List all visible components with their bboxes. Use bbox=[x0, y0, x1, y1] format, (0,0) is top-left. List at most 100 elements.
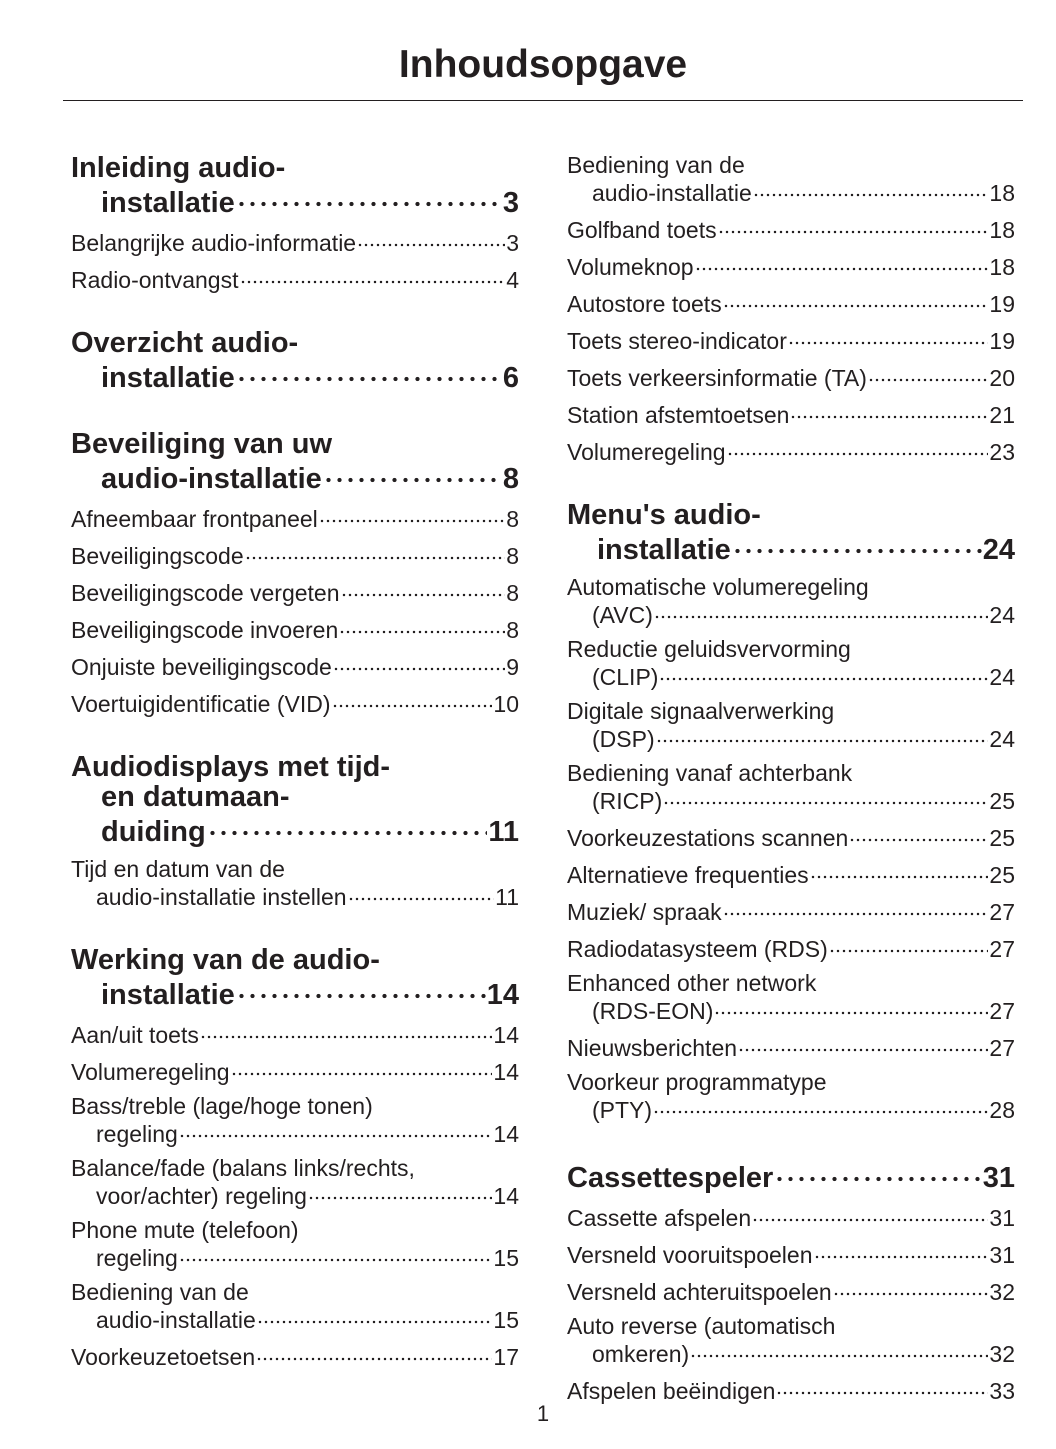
toc-entry: Voorkeur programmatype (PTY) 28 bbox=[567, 1070, 1015, 1132]
page-ref: 3 bbox=[506, 230, 519, 256]
toc-entry: Digitale signaalverwerking (DSP) 24 bbox=[567, 699, 1015, 761]
page-ref: 18 bbox=[989, 254, 1015, 280]
toc-entry: Muziek/ spraak 27 bbox=[567, 897, 1015, 934]
section-heading: Werking van de audio-installatie 14 bbox=[71, 945, 519, 1010]
leader-dots bbox=[239, 265, 506, 288]
entry-list: Bediening van de audio-installatie 18 Golfb… bbox=[567, 153, 1015, 474]
text: Volumeregeling bbox=[567, 439, 726, 465]
page-ref: 28 bbox=[989, 1097, 1015, 1123]
leader-dots bbox=[178, 1243, 493, 1266]
line: Versneld achteruitspoelen 32 bbox=[567, 1277, 1015, 1305]
line: installatie 24 bbox=[567, 530, 1015, 565]
toc-section: Cassettespeler 31 Cassette afspelen 31 Versn… bbox=[567, 1158, 1015, 1413]
line: Automatische volumeregeling bbox=[567, 575, 1015, 600]
line: (CLIP) 24 bbox=[567, 662, 1015, 690]
toc-section: Inleiding audio-installatie 3 Belangrijke … bbox=[71, 153, 519, 302]
toc-entry: Afneembaar frontpaneel 8 bbox=[71, 504, 519, 541]
line: Autostore toets 19 bbox=[567, 289, 1015, 317]
line: Belangrijke audio-informatie 3 bbox=[71, 228, 519, 256]
leader-dots bbox=[659, 662, 989, 685]
line: Voorkeuzestations scannen 25 bbox=[567, 823, 1015, 851]
line: Bass/treble (lage/hoge tonen) bbox=[71, 1094, 519, 1119]
text: Voorkeur programmatype bbox=[567, 1069, 827, 1095]
text: Afneembaar frontpaneel bbox=[71, 506, 318, 532]
text: Radiodatasysteem (RDS) bbox=[567, 936, 828, 962]
toc-entry: Voorkeuzetoetsen 17 bbox=[71, 1342, 519, 1379]
page-ref: 11 bbox=[488, 816, 519, 848]
entry-list: Belangrijke audio-informatie 3 Radio-ontva… bbox=[71, 218, 519, 302]
toc-entry: Volumeknop 18 bbox=[567, 252, 1015, 289]
text: Bass/treble (lage/hoge tonen) bbox=[71, 1093, 373, 1119]
page-ref: 27 bbox=[989, 899, 1015, 925]
toc-section: Werking van de audio-installatie 14 Aan/ui… bbox=[71, 945, 519, 1379]
line: Audiodisplays met tijd- bbox=[71, 752, 519, 782]
text: Aan/uit toets bbox=[71, 1022, 199, 1048]
toc-entry: Radiodatasysteem (RDS) 27 bbox=[567, 934, 1015, 971]
leader-dots bbox=[774, 1158, 982, 1187]
line: Tijd en datum van de bbox=[71, 857, 519, 882]
line: en datumaan- bbox=[71, 782, 519, 812]
leader-dots bbox=[726, 437, 989, 460]
line: Digitale signaalverwerking bbox=[567, 699, 1015, 724]
leader-dots bbox=[832, 1277, 989, 1300]
line: Voertuigidentificatie (VID) 10 bbox=[71, 689, 519, 717]
toc-entry: Automatische volumeregeling (AVC) 24 bbox=[567, 575, 1015, 637]
section-heading: Audiodisplays met tijd-en datumaan-duidi… bbox=[71, 752, 519, 847]
toc-entry: Enhanced other network (RDS-EON) 27 bbox=[567, 971, 1015, 1033]
text: en datumaan- bbox=[101, 781, 290, 813]
text: audio-installatie bbox=[592, 180, 752, 206]
leader-dots bbox=[206, 812, 488, 841]
toc-entry: Cassette afspelen 31 bbox=[567, 1203, 1015, 1240]
toc-entry: Toets verkeersinformatie (TA) 20 bbox=[567, 363, 1015, 400]
toc-entry: Autostore toets 19 bbox=[567, 289, 1015, 326]
toc-entry: Phone mute (telefoon) regeling 15 bbox=[71, 1218, 519, 1280]
line: Golfband toets 18 bbox=[567, 215, 1015, 243]
leader-dots bbox=[731, 530, 982, 559]
page-ref: 27 bbox=[989, 1035, 1015, 1061]
text: (DSP) bbox=[592, 726, 655, 752]
line: Volumeregeling 23 bbox=[567, 437, 1015, 465]
text: duiding bbox=[101, 816, 206, 848]
text: Nieuwsberichten bbox=[567, 1035, 738, 1061]
page-ref: 24 bbox=[989, 664, 1015, 690]
line: (DSP) 24 bbox=[567, 724, 1015, 752]
page-ref: 32 bbox=[989, 1279, 1015, 1305]
leader-dots bbox=[339, 615, 506, 638]
text: omkeren) bbox=[592, 1341, 690, 1367]
text: Afspelen beëindigen bbox=[567, 1378, 776, 1404]
page-ref: 24 bbox=[989, 602, 1015, 628]
text: Radio-ontvangst bbox=[71, 267, 239, 293]
page-ref: 31 bbox=[989, 1205, 1015, 1231]
text: Autostore toets bbox=[567, 291, 722, 317]
toc-entry: Aan/uit toets 14 bbox=[71, 1020, 519, 1057]
page-ref: 3 bbox=[502, 187, 519, 219]
leader-dots bbox=[790, 400, 989, 423]
line: Reductie geluidsvervorming bbox=[567, 637, 1015, 662]
text: Inleiding audio- bbox=[71, 152, 286, 184]
leader-dots bbox=[714, 996, 989, 1019]
line: Beveiliging van uw bbox=[71, 429, 519, 459]
page-ref: 14 bbox=[486, 979, 519, 1011]
toc-section: Bediening van de audio-installatie 18 Golfb… bbox=[567, 153, 1015, 474]
text: Tijd en datum van de bbox=[71, 856, 285, 882]
toc-entry: Voertuigidentificatie (VID) 10 bbox=[71, 689, 519, 726]
toc-entry: Reductie geluidsvervorming (CLIP) 24 bbox=[567, 637, 1015, 699]
page-ref: 25 bbox=[989, 825, 1015, 851]
text: Cassettespeler bbox=[567, 1162, 774, 1194]
page-number: 1 bbox=[536, 1401, 550, 1426]
text: Volumeknop bbox=[567, 254, 694, 280]
line: Alternatieve frequenties 25 bbox=[567, 860, 1015, 888]
leader-dots bbox=[752, 1203, 989, 1226]
text: regeling bbox=[96, 1245, 178, 1271]
leader-dots bbox=[347, 882, 495, 905]
line: Menu's audio- bbox=[567, 500, 1015, 530]
line: Voorkeur programmatype bbox=[567, 1070, 1015, 1095]
page-ref: 10 bbox=[493, 691, 519, 717]
line: audio-installatie 18 bbox=[567, 178, 1015, 206]
section-heading: Menu's audio-installatie 24 bbox=[567, 500, 1015, 565]
page-ref: 27 bbox=[989, 936, 1015, 962]
toc-entry: Beveiligingscode invoeren 8 bbox=[71, 615, 519, 652]
text: installatie bbox=[101, 979, 235, 1011]
